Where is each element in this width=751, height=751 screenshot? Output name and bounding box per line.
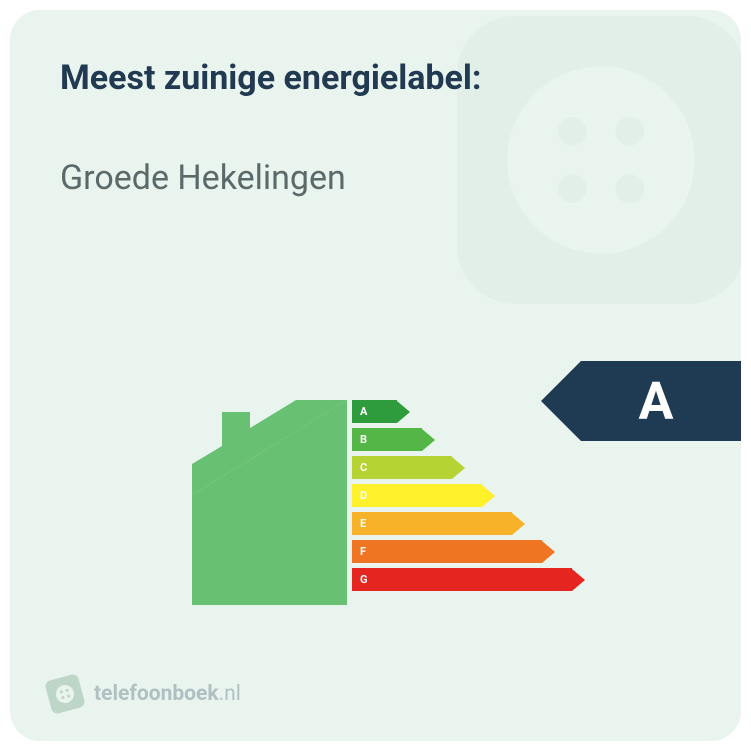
badge-label: A: [581, 361, 741, 441]
footer-brand-name: telefoonboek: [94, 682, 219, 706]
energy-bar-tip: [542, 541, 555, 563]
energy-bar-label: E: [352, 512, 512, 535]
footer-brand: telefoonboek.nl: [48, 677, 241, 711]
energy-bar-f: F: [352, 540, 585, 563]
energy-bar-g: G: [352, 568, 585, 591]
footer-logo-icon: [44, 673, 86, 715]
energy-bar-label: D: [352, 484, 482, 507]
house-icon: [192, 400, 347, 610]
energy-bar-tip: [397, 401, 410, 423]
energy-bar-label: G: [352, 568, 572, 591]
info-card: Meest zuinige energielabel: Groede Hekel…: [10, 10, 741, 741]
energy-bar-label: B: [352, 428, 422, 451]
energy-bar-label: F: [352, 540, 542, 563]
energy-bar-tip: [482, 485, 495, 507]
energy-bar-label: C: [352, 456, 452, 479]
energy-bar-d: D: [352, 484, 585, 507]
watermark-logo: [421, 10, 741, 340]
energy-bar-tip: [572, 569, 585, 591]
footer-brand-tld: .nl: [219, 682, 241, 706]
energy-bar-tip: [422, 429, 435, 451]
energy-bar-c: C: [352, 456, 585, 479]
energy-bar-tip: [512, 513, 525, 535]
energy-bar-tip: [452, 457, 465, 479]
badge-arrow-tip: [541, 361, 581, 441]
energy-bar-label: A: [352, 400, 397, 423]
energy-bar-e: E: [352, 512, 585, 535]
rating-badge: A: [541, 361, 741, 441]
footer-text: telefoonboek.nl: [94, 682, 241, 706]
